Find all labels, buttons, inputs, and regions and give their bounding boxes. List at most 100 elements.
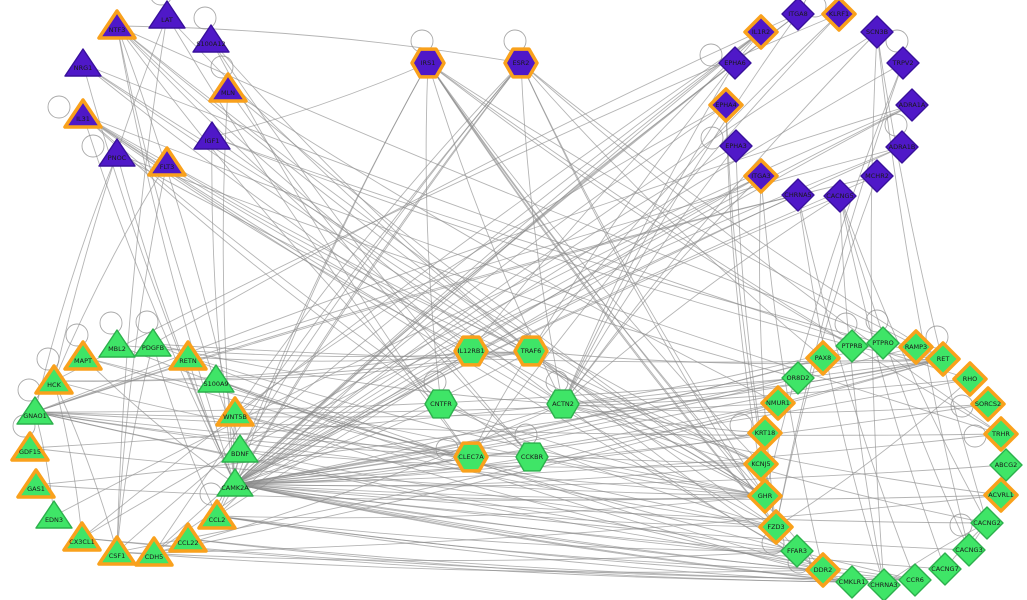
- edge-CACNG2-CHRNA3[interactable]: [883, 522, 988, 586]
- node-EDN3[interactable]: EDN3: [35, 500, 73, 529]
- self-loop-MAPT[interactable]: [65, 323, 89, 347]
- diamond-node-shape[interactable]: [928, 552, 962, 586]
- self-loop-PTPRB[interactable]: [834, 312, 858, 336]
- edge-BDNF-FZD3[interactable]: [239, 449, 777, 528]
- edge-IL31-CCKBR[interactable]: [82, 114, 533, 458]
- edge-CACNG5-CACNG3[interactable]: [839, 195, 970, 551]
- diamond-node-shape[interactable]: [780, 534, 814, 568]
- diamond-node-shape[interactable]: [970, 506, 1004, 540]
- edge-PNOC-GNAO1[interactable]: [34, 153, 118, 413]
- hexagon-node-shape[interactable]: [453, 441, 489, 473]
- edge-IRS1-FFAR3[interactable]: [427, 62, 798, 552]
- node-CCR6[interactable]: CCR6: [898, 563, 932, 597]
- triangle-node-shape[interactable]: [35, 500, 73, 529]
- edge-NRG1-ACTN2[interactable]: [82, 63, 564, 405]
- edge-ESR2-NTF3[interactable]: [116, 25, 522, 64]
- node-PTPRB[interactable]: PTPRB: [835, 329, 869, 363]
- edge-ESR2-WNT5B[interactable]: [234, 62, 522, 414]
- node-TRAF6[interactable]: TRAF6: [513, 335, 549, 367]
- triangle-node-shape[interactable]: [208, 72, 248, 103]
- triangle-node-shape[interactable]: [147, 146, 187, 177]
- edge-IL1R2-TRAF6[interactable]: [530, 31, 762, 352]
- edge-ADRA1B-BDNF[interactable]: [239, 146, 903, 451]
- edge-CCL2-GHR[interactable]: [216, 495, 766, 519]
- edge-CAMK2A-ABCG2[interactable]: [234, 464, 1007, 487]
- edge-SCN3B-CAMK2A[interactable]: [234, 31, 878, 485]
- node-KRT18[interactable]: KRT18: [747, 415, 783, 451]
- edge-ITGA3-FZD3[interactable]: [759, 175, 777, 528]
- diamond-node-shape[interactable]: [743, 446, 779, 482]
- hexagon-node-shape[interactable]: [503, 47, 539, 79]
- node-RHO[interactable]: RHO: [952, 361, 988, 397]
- diamond-node-shape[interactable]: [925, 341, 961, 377]
- diamond-node-shape[interactable]: [835, 329, 869, 363]
- triangle-node-shape[interactable]: [193, 121, 231, 150]
- edge-IRS1-RET[interactable]: [427, 62, 944, 360]
- diamond-node-shape[interactable]: [743, 158, 779, 194]
- triangle-node-shape[interactable]: [63, 98, 103, 129]
- triangle-node-shape[interactable]: [63, 340, 103, 371]
- triangle-node-shape[interactable]: [134, 328, 172, 357]
- self-loop-TRPV2[interactable]: [885, 29, 909, 53]
- edge-EPHA4-WNT5B[interactable]: [234, 104, 727, 414]
- diamond-node-shape[interactable]: [781, 361, 815, 395]
- edge-HCK-CLEC7A[interactable]: [53, 380, 472, 458]
- node-IL12RB1[interactable]: IL12RB1: [453, 335, 489, 367]
- edge-PDGFB-CCL2[interactable]: [152, 343, 218, 517]
- edge-IRS1-CNTFR[interactable]: [425, 62, 442, 405]
- node-NMUR1[interactable]: NMUR1: [760, 385, 796, 421]
- edge-GNAO1-GHR[interactable]: [34, 411, 766, 497]
- edge-CSF1-DDR2[interactable]: [116, 551, 824, 573]
- node-NTF3[interactable]: NTF3: [97, 9, 137, 40]
- triangle-node-shape[interactable]: [192, 24, 230, 53]
- node-IL1R2[interactable]: IL1R2: [743, 14, 779, 50]
- node-CACNG5[interactable]: CACNG5: [823, 179, 857, 213]
- edge-CAMK2A-CLEC7A[interactable]: [234, 456, 472, 485]
- hexagon-node-shape[interactable]: [410, 47, 446, 79]
- node-MLN[interactable]: MLN: [208, 72, 248, 103]
- edge-GNAO1-TRHR[interactable]: [34, 411, 1002, 436]
- self-loop-CACNG2[interactable]: [949, 513, 973, 537]
- hexagon-node-shape[interactable]: [546, 389, 580, 419]
- edge-LAT-TRAF6[interactable]: [166, 15, 532, 352]
- edge-CAMK2A-TRAF6[interactable]: [234, 350, 532, 485]
- node-PAX8[interactable]: PAX8: [805, 340, 841, 376]
- edge-EDN3-GNAO1[interactable]: [34, 411, 55, 517]
- node-CHRNA5[interactable]: CHRNA5: [781, 178, 815, 212]
- edge-IL1R2-CSF1[interactable]: [116, 31, 762, 553]
- edge-CHRNA5-GNAO1[interactable]: [34, 194, 799, 413]
- diamond-node-shape[interactable]: [898, 329, 934, 365]
- triangle-node-shape[interactable]: [10, 431, 50, 462]
- edge-CX3CL1-HCK[interactable]: [53, 380, 83, 539]
- edge-CAMK2A-PAX8[interactable]: [234, 357, 824, 485]
- diamond-node-shape[interactable]: [866, 326, 900, 360]
- diamond-node-shape[interactable]: [898, 563, 932, 597]
- diamond-node-shape[interactable]: [760, 385, 796, 421]
- diamond-node-shape[interactable]: [867, 568, 901, 600]
- diamond-node-shape[interactable]: [970, 386, 1006, 422]
- edge-MAPT-GHR[interactable]: [82, 356, 766, 497]
- triangle-node-shape[interactable]: [148, 0, 186, 29]
- edge-CSF1-HCK[interactable]: [53, 380, 118, 553]
- edge-ITGA8-PDGFB[interactable]: [152, 13, 799, 345]
- edge-EPHA4-GHR[interactable]: [725, 104, 766, 497]
- edge-CAMK2A-RHO[interactable]: [234, 378, 971, 485]
- self-loop-KRT18[interactable]: [729, 413, 753, 437]
- edge-PNOC-KCNJ5[interactable]: [116, 153, 762, 465]
- edge-GNAO1-CCR6[interactable]: [34, 411, 916, 581]
- hexagon-node-shape[interactable]: [515, 442, 549, 472]
- edge-EPHA3-ACTN2[interactable]: [562, 145, 737, 405]
- node-CMKLR1[interactable]: CMKLR1: [835, 565, 869, 599]
- edge-ACTN2-RET[interactable]: [562, 358, 944, 405]
- edge-SCN3B-ACTN2[interactable]: [562, 31, 878, 405]
- edge-ADRA1A-EDN3[interactable]: [53, 104, 913, 517]
- edge-GDF15-GHR[interactable]: [29, 447, 766, 497]
- edge-MLN-GHR[interactable]: [227, 88, 766, 497]
- hexagon-node-shape[interactable]: [424, 389, 458, 419]
- edge-ADRA1B-GNAO1[interactable]: [34, 146, 903, 413]
- self-loop-PTPRO[interactable]: [865, 309, 889, 333]
- edge-IRS1-FZD3[interactable]: [427, 62, 777, 528]
- diamond-node-shape[interactable]: [781, 0, 815, 31]
- edge-S100A9-TRAF6[interactable]: [215, 350, 532, 381]
